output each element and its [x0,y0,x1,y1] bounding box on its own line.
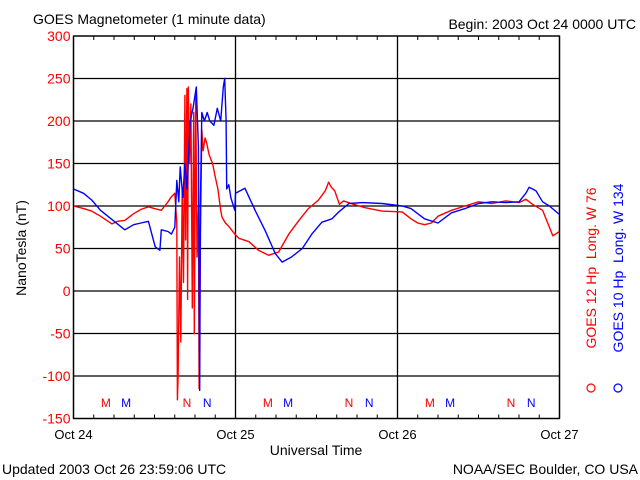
local-time-marker: M [445,396,455,410]
x-tick-label: Oct 25 [216,427,254,442]
y-axis-label: NanoTesla (nT) [13,200,29,296]
local-time-marker: N [527,396,536,410]
local-time-marker: M [263,396,273,410]
local-time-marker: N [507,396,516,410]
local-time-marker: N [365,396,374,410]
source-credit: NOAA/SEC Boulder, CO USA [453,461,639,477]
y-tick-label: -150 [42,411,70,427]
x-tick-label: Oct 27 [540,427,578,442]
local-time-marker: N [183,396,192,410]
x-tick-label: Oct 26 [378,427,416,442]
local-time-marker: N [203,396,212,410]
y-tick-label: 150 [47,156,71,172]
series-line-goes12 [73,86,560,401]
local-time-marker: M [425,396,435,410]
x-axis-label: Universal Time [270,442,363,458]
chart-title: GOES Magnetometer (1 minute data) [33,11,266,27]
local-time-marker: M [101,396,111,410]
legend-goes10: GOES 10 Hp Long. W 134 [610,183,626,352]
local-time-marker: M [121,396,131,410]
goes12-logo-icon [586,383,596,393]
series-line-goes10 [73,77,560,392]
y-tick-label: 200 [47,113,71,129]
local-time-marker: M [283,396,293,410]
updated-timestamp: Updated 2003 Oct 26 23:59:06 UTC [2,461,226,477]
y-tick-label: 50 [55,241,71,257]
y-tick-label: 300 [47,28,71,44]
y-tick-label: -50 [50,326,70,342]
y-tick-label: 100 [47,198,71,214]
y-tick-label: 0 [63,283,71,299]
plot-frame [72,35,561,420]
legend-goes12: GOES 12 Hp Long. W 76 [583,187,599,348]
x-tick-label: Oct 24 [54,427,92,442]
y-tick-label: 250 [47,71,71,87]
goes10-logo-icon [613,383,623,393]
y-tick-label: -100 [42,368,70,384]
begin-label: Begin: 2003 Oct 24 0000 UTC [448,16,636,32]
local-time-marker: N [345,396,354,410]
